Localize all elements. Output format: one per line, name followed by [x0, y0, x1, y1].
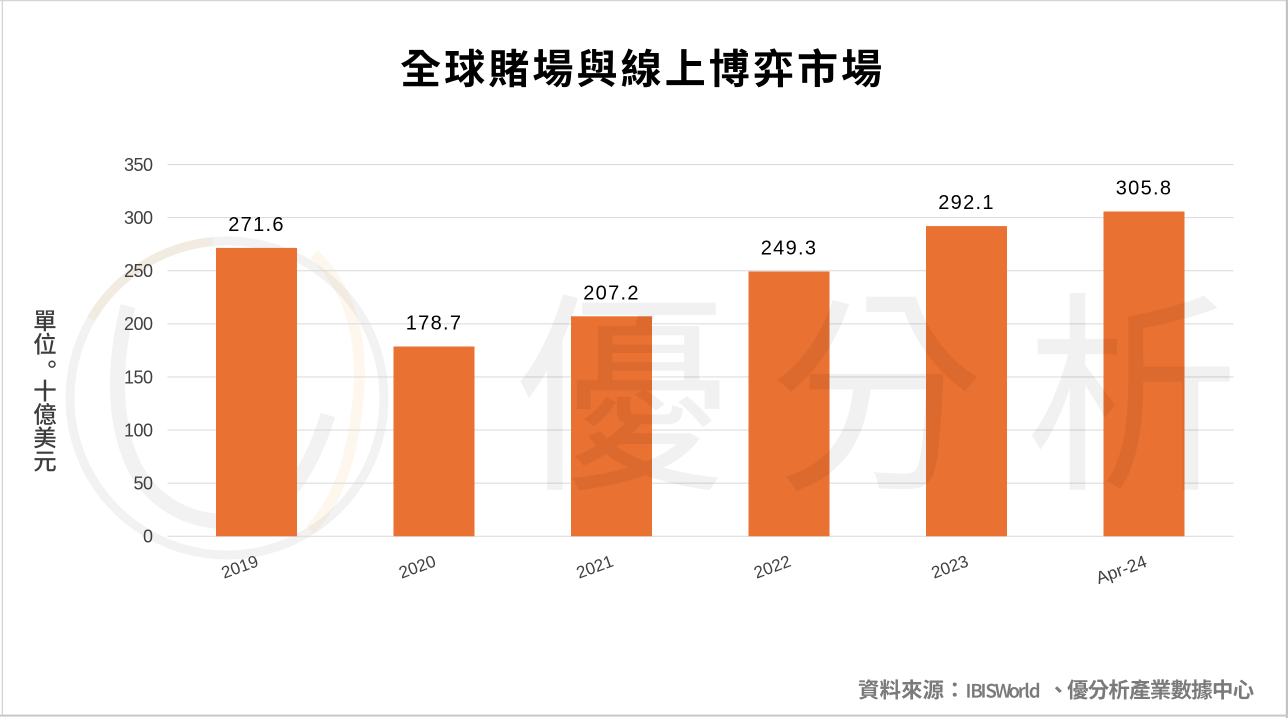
- svg-text:150: 150: [124, 367, 153, 387]
- svg-text:300: 300: [124, 208, 153, 228]
- svg-text:200: 200: [124, 314, 153, 334]
- svg-text:207.2: 207.2: [583, 282, 640, 304]
- svg-text:100: 100: [124, 420, 153, 440]
- svg-text:350: 350: [124, 155, 153, 175]
- svg-text:249.3: 249.3: [761, 238, 818, 260]
- svg-text:250: 250: [124, 261, 153, 281]
- svg-text:0: 0: [143, 527, 153, 547]
- svg-text:50: 50: [133, 474, 153, 494]
- svg-text:271.6: 271.6: [228, 214, 285, 236]
- svg-text:292.1: 292.1: [938, 192, 995, 214]
- svg-text:305.8: 305.8: [1116, 178, 1173, 200]
- svg-text:178.7: 178.7: [406, 313, 463, 335]
